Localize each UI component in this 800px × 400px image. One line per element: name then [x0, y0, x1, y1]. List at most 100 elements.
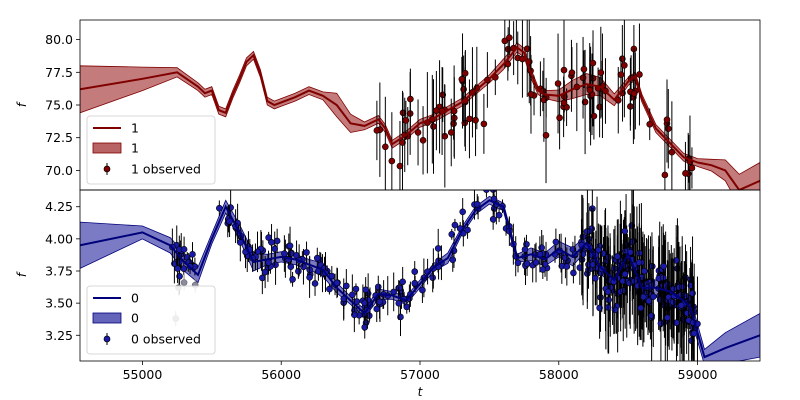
bot-observed-point: [451, 218, 459, 232]
x-tick-label: 59000: [678, 367, 718, 382]
x-tick-label: 58000: [539, 367, 579, 382]
top-observed-point: [586, 57, 594, 124]
bot-observed-point: [448, 228, 456, 240]
top-observed-point: [515, 20, 517, 45]
top-observed-point: [597, 26, 605, 119]
top-observed-point: [414, 99, 422, 166]
top-observed-point: [542, 87, 550, 184]
bot-observed-point: [411, 275, 419, 291]
bot-observed-point: [326, 283, 333, 295]
top-y-tick-label: 80.0: [45, 32, 73, 47]
bot-observed-point: [295, 263, 302, 279]
bot-observed-point: [645, 284, 653, 318]
top-model-line: [80, 46, 760, 190]
bot-observed-point: [303, 241, 310, 264]
top-legend-observed-swatch: [103, 165, 111, 173]
bot-observed-point: [216, 200, 223, 216]
bot-observed-point: [589, 212, 597, 317]
top-observed-point: [472, 84, 479, 157]
bottom-legend-line-label: 0: [131, 291, 139, 306]
bot-y-tick-label: 4.00: [45, 231, 73, 246]
bot-y-tick-label: 3.25: [45, 328, 73, 343]
top-observed-point: [501, 20, 509, 69]
bot-observed-point: [637, 276, 644, 339]
bot-y-tick-label: 4.25: [45, 199, 73, 214]
top-legend-line-label: 1: [131, 121, 139, 136]
top-observed-point: [433, 70, 440, 151]
top-observed-point: [419, 106, 427, 175]
top-observed-point: [630, 47, 638, 140]
top-observed-point: [580, 50, 588, 89]
top-observed-point: [506, 20, 513, 56]
top-observed-point: [480, 93, 488, 154]
top-observed-point: [621, 20, 628, 118]
bot-observed-point: [677, 262, 685, 348]
top-observed-point: [663, 79, 671, 161]
top-observed-point: [560, 84, 568, 122]
bot-observed-point: [595, 223, 602, 277]
bot-observed-point: [591, 251, 599, 306]
bot-observed-point: [495, 208, 503, 223]
top-legend-band-label: 1: [131, 141, 139, 156]
top-y-tick-label: 77.5: [45, 65, 73, 80]
bottom-legend-band-label: 0: [131, 311, 139, 326]
top-observed-point: [682, 141, 689, 190]
bot-observed-point: [614, 219, 621, 294]
top-y-tick-label: 75.0: [45, 98, 73, 113]
top-legend: 1 1 1 observed: [86, 115, 216, 185]
x-axis-label: t: [418, 385, 424, 399]
bot-observed-point: [180, 236, 188, 263]
top-y-tick-label: 70.0: [45, 163, 73, 178]
bot-observed-point: [605, 246, 612, 354]
bot-observed-point: [539, 260, 547, 280]
bottom-observed-points: [169, 190, 701, 361]
bot-observed-point: [621, 210, 629, 253]
bot-observed-point: [271, 231, 279, 267]
bot-observed-point: [289, 272, 296, 287]
bot-y-tick-label: 3.50: [45, 296, 73, 311]
bot-observed-point: [489, 190, 497, 197]
bot-observed-point: [619, 243, 627, 319]
bottom-legend-observed-swatch: [103, 335, 111, 343]
x-tick-label: 57000: [400, 367, 440, 382]
bot-observed-point: [459, 198, 466, 226]
bot-observed-point: [174, 254, 181, 284]
top-observed-point: [568, 47, 576, 99]
bottom-legend-observed-label: 0 observed: [131, 332, 201, 347]
top-observed-point: [527, 54, 535, 134]
bot-observed-point: [610, 229, 618, 335]
top-observed-point: [579, 36, 587, 119]
top-observed-point: [461, 51, 469, 95]
bot-observed-point: [449, 247, 457, 272]
bot-observed-point: [650, 246, 657, 348]
top-observed-point: [382, 96, 389, 190]
bot-observed-point: [604, 231, 612, 353]
bottom-y-axis-label: f: [15, 271, 29, 277]
bottom-panel: 3.25 3.50 3.75 4.00 4.25 55000 56000 57000 5800…: [15, 189, 761, 399]
top-y-ticks: 70.0 72.5 75.0 77.5 80.0: [45, 32, 80, 178]
top-observed-point: [447, 98, 455, 167]
bot-observed-point: [596, 277, 603, 339]
top-legend-observed-label: 1 observed: [131, 162, 201, 177]
bottom-model-line: [80, 199, 760, 359]
bot-observed-point: [287, 247, 295, 260]
top-observed-point: [668, 101, 676, 190]
bot-observed-point: [352, 283, 360, 295]
top-observed-point: [492, 59, 499, 96]
top-observed-point: [556, 86, 563, 150]
bot-observed-point: [660, 232, 667, 300]
top-observed-point: [388, 112, 396, 190]
top-legend-band-swatch: [92, 142, 122, 154]
top-observed-point: [661, 124, 669, 190]
bot-observed-point: [523, 251, 531, 276]
top-observed-point: [373, 100, 381, 161]
bot-observed-point: [254, 231, 261, 273]
top-observed-point: [540, 57, 548, 142]
bot-observed-point: [489, 208, 497, 230]
top-observed-point: [466, 79, 473, 159]
bottom-legend-band-swatch: [92, 312, 122, 324]
top-panel: 70.0 72.5 75.0 77.5 80.0 f 1 1 1 observed: [15, 19, 761, 191]
top-y-tick-label: 72.5: [45, 130, 73, 145]
bot-observed-point: [226, 205, 233, 238]
bot-observed-point: [570, 262, 577, 284]
